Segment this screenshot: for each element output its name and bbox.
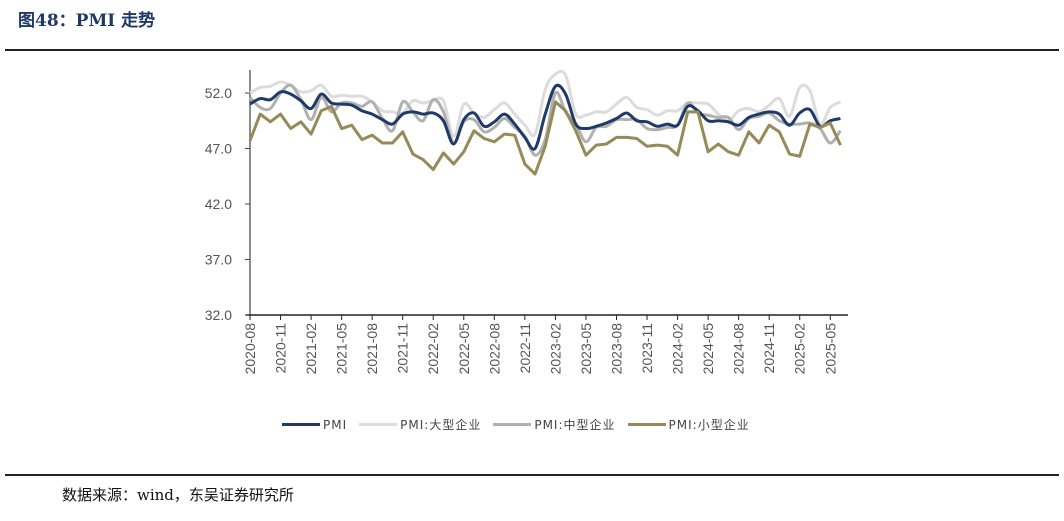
series-line	[249, 69, 842, 138]
x-tick-label: 2024-05	[700, 323, 716, 375]
x-tick-label: 2020-11	[273, 323, 289, 374]
legend-swatch-medium	[493, 423, 532, 426]
x-tick-label: 2023-02	[547, 323, 563, 375]
series-line	[248, 100, 842, 176]
x-tick-label: 2022-02	[425, 323, 441, 375]
source-note: 数据来源：wind，东吴证券研究所	[62, 486, 294, 504]
x-tick-label: 2022-08	[486, 323, 502, 375]
x-tick-label: 2021-11	[395, 323, 411, 374]
x-tick-label: 2024-11	[761, 323, 777, 374]
x-tick-label: 2020-08	[242, 323, 258, 375]
x-tick-label: 2021-05	[334, 323, 350, 375]
x-tick-label: 2021-08	[364, 323, 380, 375]
chart-legend: PMI PMI:大型企业 PMI:中型企业 PMI:小型企业	[282, 416, 762, 433]
y-tick-label: 52.0	[205, 85, 232, 101]
legend-swatch-pmi	[282, 423, 320, 426]
y-tick-label: 32.0	[205, 307, 232, 323]
series-line	[249, 83, 841, 151]
legend-swatch-large	[359, 423, 398, 426]
x-tick-label: 2022-05	[456, 323, 472, 375]
x-tick-label: 2025-05	[822, 323, 838, 375]
legend-label: PMI:中型企业	[534, 418, 616, 432]
page-title: 图48：PMI 走势	[18, 11, 156, 31]
x-tick-label: 2023-05	[578, 323, 594, 375]
legend-item-large: PMI:大型企业	[359, 416, 481, 433]
legend-swatch-small	[627, 423, 666, 426]
x-tick-label: 2022-11	[517, 323, 533, 374]
y-tick-label: 47.0	[205, 141, 232, 157]
x-tick-label: 2023-11	[639, 323, 655, 374]
legend-label: PMI:小型企业	[668, 418, 750, 432]
y-tick-label: 42.0	[205, 196, 232, 212]
x-tick-label: 2024-08	[731, 323, 747, 375]
x-tick-label: 2021-02	[303, 323, 319, 375]
x-tick-label: 2025-02	[792, 323, 808, 375]
legend-item-medium: PMI:中型企业	[493, 416, 615, 433]
legend-item-small: PMI:小型企业	[627, 416, 750, 433]
legend-item-pmi: PMI	[282, 418, 347, 432]
top-divider	[5, 49, 1059, 51]
bottom-divider	[5, 474, 1059, 476]
x-tick-label: 2024-02	[670, 323, 686, 375]
legend-label: PMI:大型企业	[400, 418, 482, 432]
y-tick-label: 37.0	[205, 252, 232, 268]
legend-label: PMI	[323, 417, 348, 432]
x-tick-label: 2023-08	[608, 323, 624, 375]
